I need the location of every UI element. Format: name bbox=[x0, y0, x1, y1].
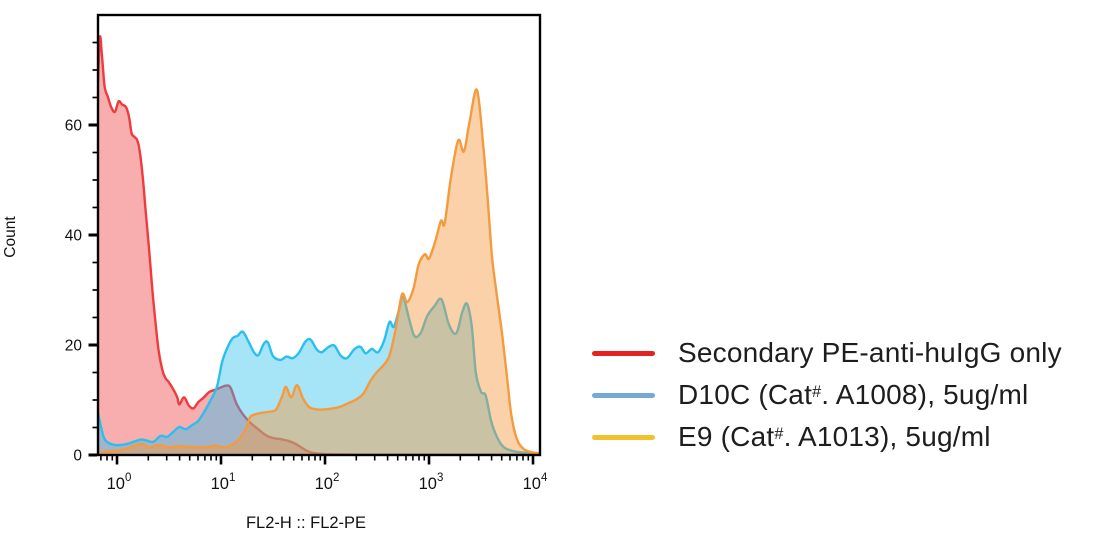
y-axis-title: Count bbox=[2, 216, 19, 258]
legend-label-text: E9 (Cat bbox=[678, 421, 775, 452]
x-tick-label: 103 bbox=[419, 472, 444, 493]
legend-label-text: D10C (Cat bbox=[678, 379, 813, 410]
legend-swatch-secondary bbox=[592, 350, 655, 356]
curve-fill-e9 bbox=[98, 89, 540, 455]
curves-layer bbox=[98, 35, 540, 455]
y-tick-label: 0 bbox=[73, 448, 82, 465]
plot-border bbox=[96, 13, 542, 457]
curve-line-secondary bbox=[98, 35, 540, 455]
legend-label-text: . A1008), 5ug/ml bbox=[821, 379, 1029, 410]
legend-label-sup: # bbox=[774, 424, 784, 443]
curve-line-e9 bbox=[98, 88, 540, 455]
x-tick-label: 104 bbox=[523, 472, 548, 493]
curve-fill-secondary bbox=[98, 36, 540, 455]
legend: Secondary PE-anti-huIgG only D10C (Cat#.… bbox=[592, 332, 1062, 458]
x-tick-label: 101 bbox=[211, 472, 236, 493]
legend-label-secondary: Secondary PE-anti-huIgG only bbox=[678, 337, 1062, 369]
axis-ticks bbox=[88, 41, 535, 465]
legend-swatch-d10c bbox=[592, 392, 655, 398]
y-tick-label: 40 bbox=[65, 228, 83, 245]
curve-fill-d10c bbox=[98, 296, 540, 455]
legend-label-text: . A1013), 5ug/ml bbox=[783, 421, 991, 452]
y-tick-label: 20 bbox=[65, 338, 83, 355]
legend-label-e9: E9 (Cat#. A1013), 5ug/ml bbox=[678, 421, 991, 453]
legend-item-e9: E9 (Cat#. A1013), 5ug/ml bbox=[592, 416, 1062, 458]
x-tick-label: 100 bbox=[107, 472, 132, 493]
curve-line-d10c bbox=[98, 295, 540, 455]
y-tick-label: 60 bbox=[65, 118, 83, 135]
legend-label-d10c: D10C (Cat#. A1008), 5ug/ml bbox=[678, 379, 1028, 411]
legend-item-secondary: Secondary PE-anti-huIgG only bbox=[592, 332, 1062, 374]
legend-label-text: Secondary PE-anti-huIgG only bbox=[678, 337, 1062, 368]
x-tick-label: 102 bbox=[315, 472, 340, 493]
legend-swatch-e9 bbox=[592, 434, 655, 440]
x-axis-title: FL2-H :: FL2-PE bbox=[246, 514, 366, 532]
legend-label-sup: # bbox=[812, 382, 822, 401]
legend-item-d10c: D10C (Cat#. A1008), 5ug/ml bbox=[592, 374, 1062, 416]
tick-labels: 0 20 40 60 100 101 102 103 104 bbox=[65, 118, 548, 494]
